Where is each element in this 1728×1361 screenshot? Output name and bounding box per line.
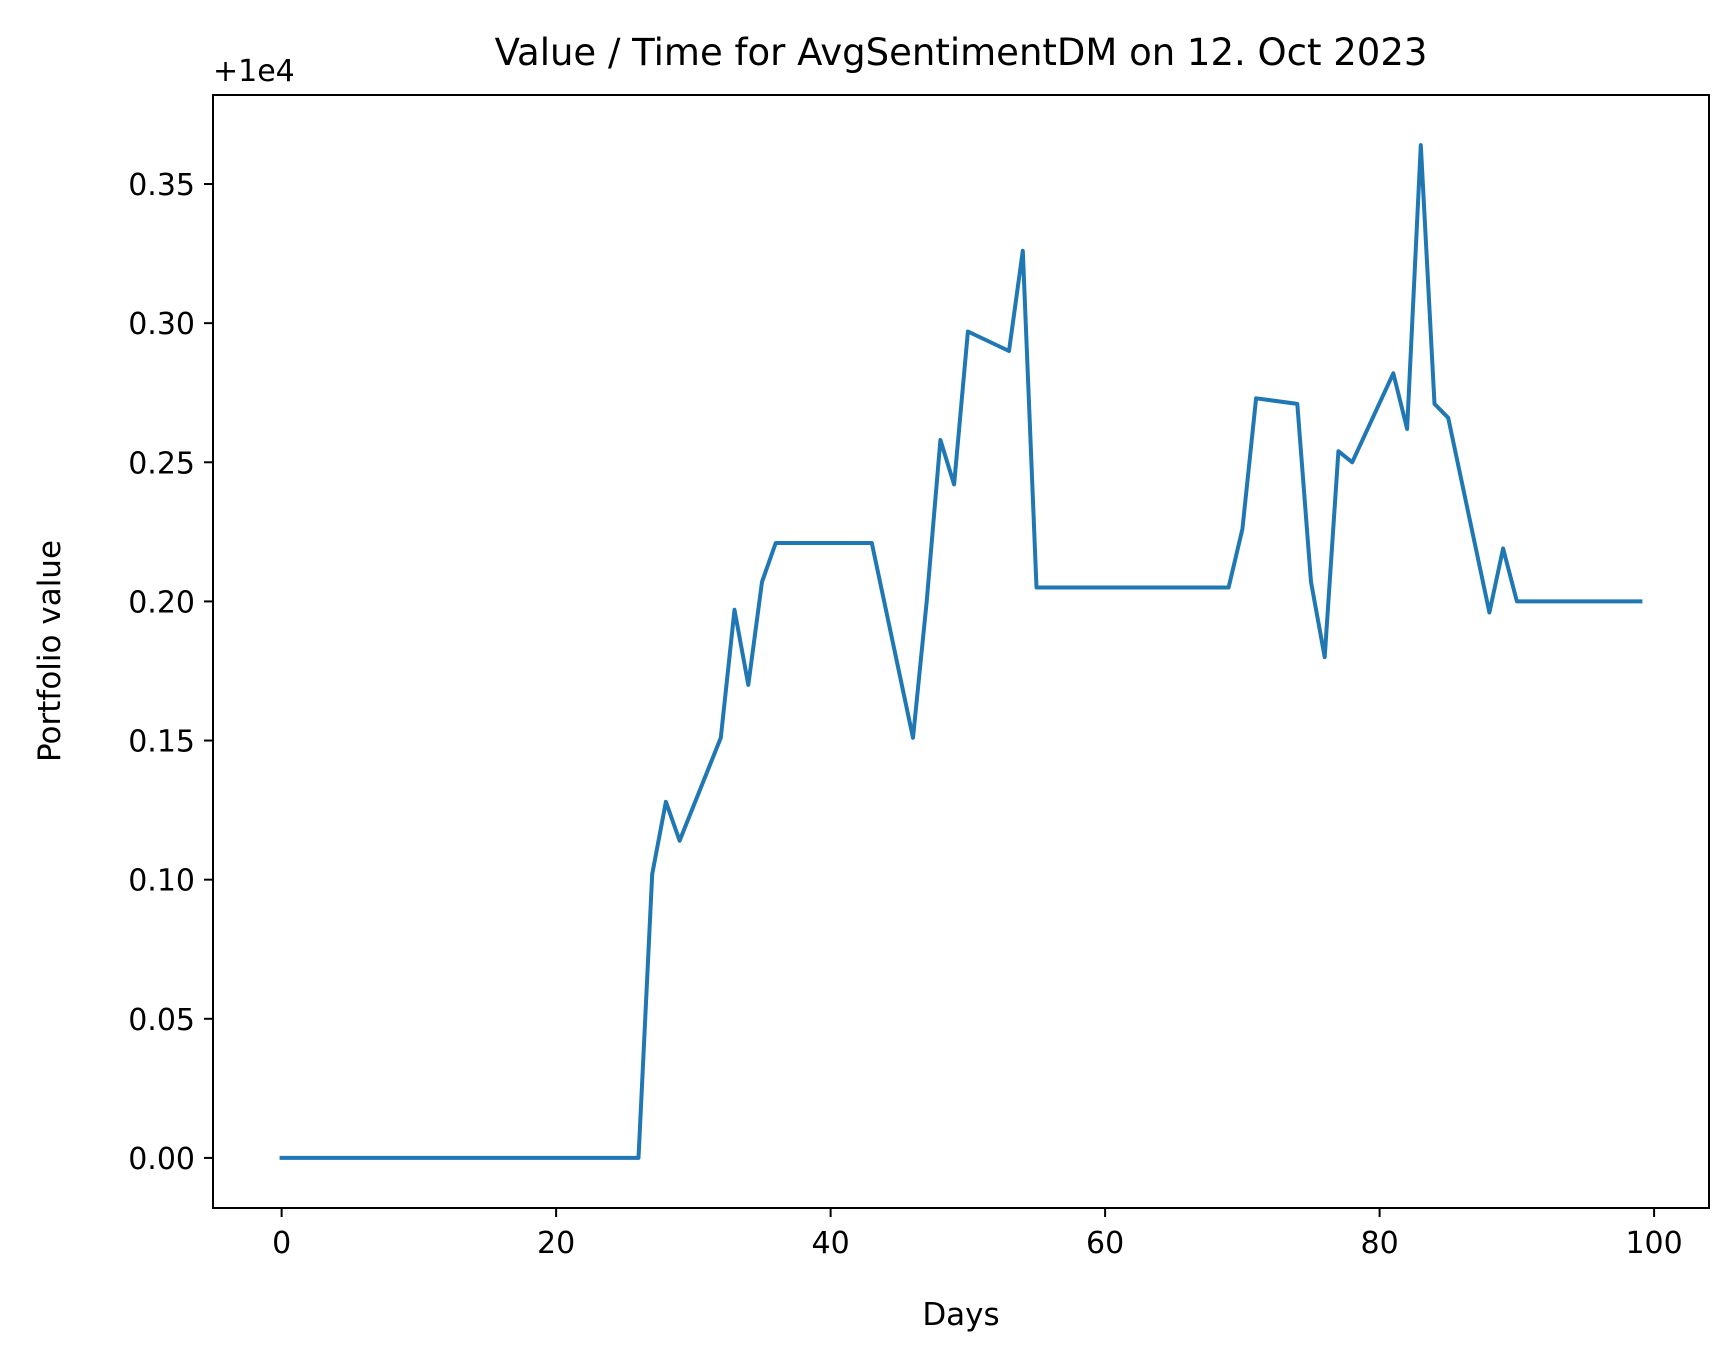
x-tick-label: 40 (812, 1226, 850, 1261)
x-tick-label: 100 (1625, 1226, 1682, 1261)
y-tick-label: 0.15 (128, 725, 195, 760)
y-tick-label: 0.00 (128, 1142, 195, 1177)
chart-title: Value / Time for AvgSentimentDM on 12. O… (495, 31, 1428, 74)
y-tick-label: 0.20 (128, 585, 195, 620)
y-tick-label: 0.10 (128, 864, 195, 899)
y-tick-label: 0.25 (128, 446, 195, 481)
y-offset-label: +1e4 (213, 54, 295, 89)
x-tick-label: 80 (1361, 1226, 1399, 1261)
y-tick-label: 0.30 (128, 307, 195, 342)
x-axis-ticks: 0 20 40 60 80 100 (272, 1208, 1683, 1261)
x-tick-label: 60 (1086, 1226, 1124, 1261)
x-axis-label: Days (922, 1297, 999, 1333)
series-line (279, 143, 1643, 1160)
y-axis-ticks: 0.00 0.05 0.10 0.15 0.20 0.25 0.30 0.35 (128, 168, 213, 1177)
y-tick-label: 0.05 (128, 1003, 195, 1038)
y-tick-label: 0.35 (128, 168, 195, 203)
y-axis-label: Portfolio value (32, 540, 68, 762)
plot-frame (212, 94, 1710, 1209)
x-tick-label: 0 (272, 1226, 291, 1261)
x-tick-label: 20 (537, 1226, 575, 1261)
